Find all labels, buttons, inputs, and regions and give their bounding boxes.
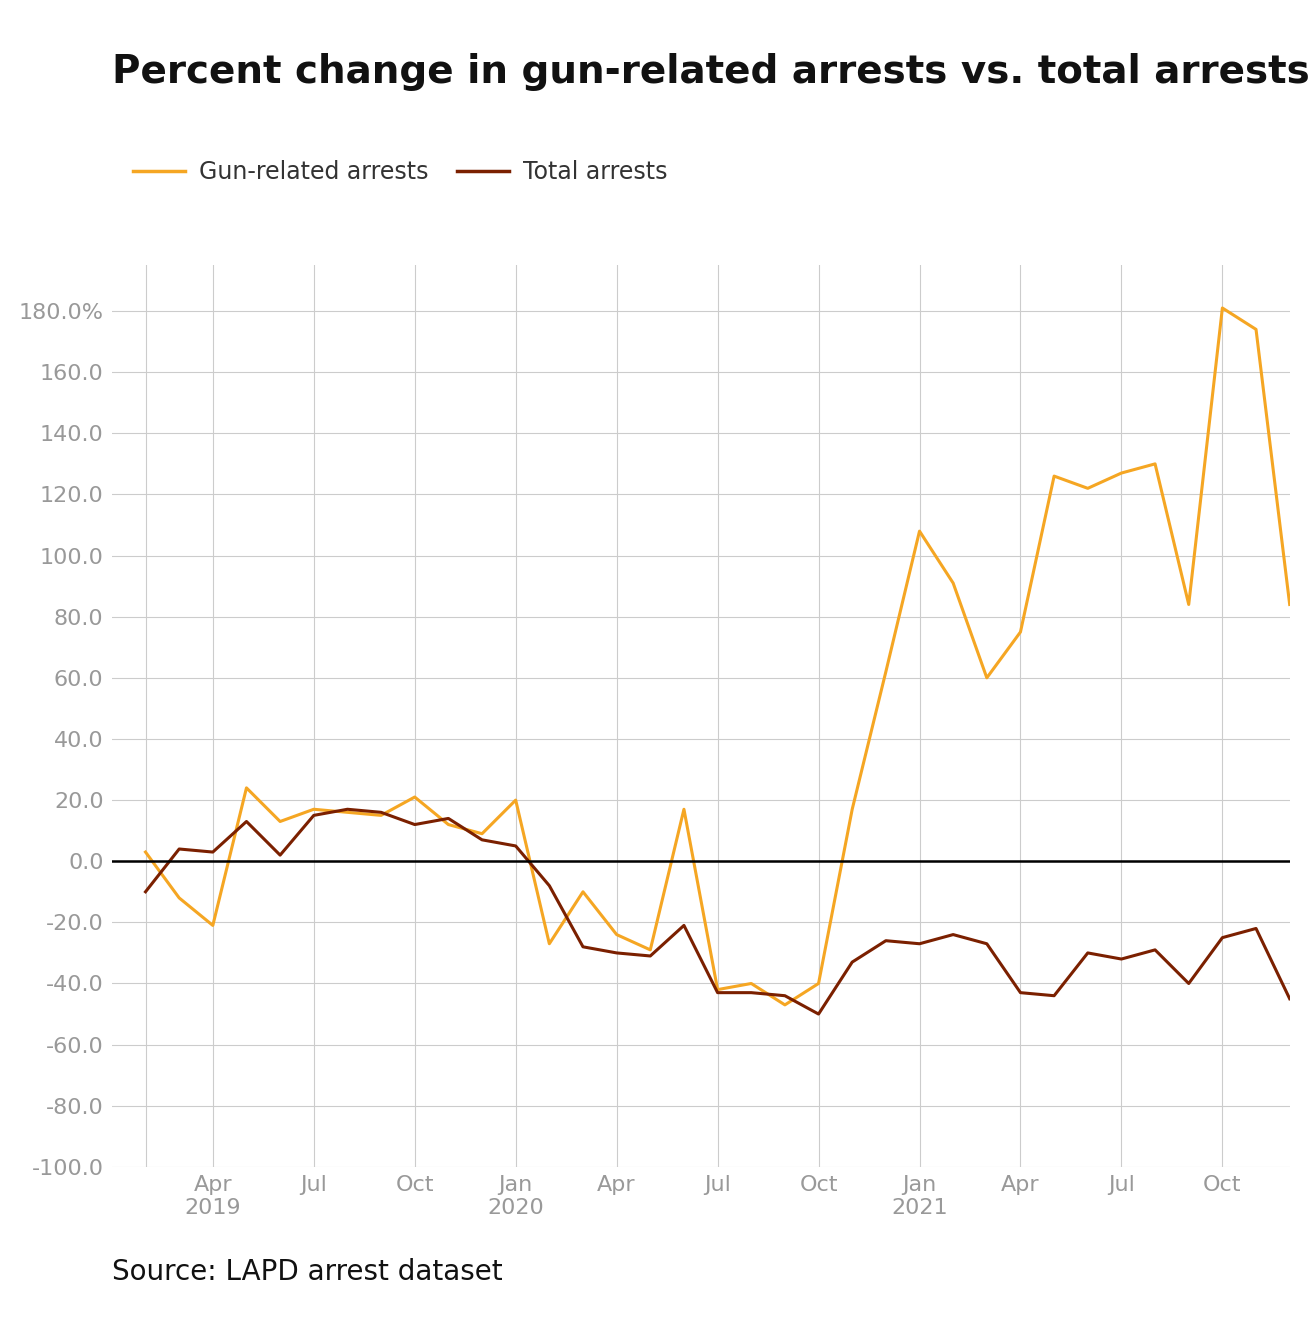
Legend: Gun-related arrests, Total arrests: Gun-related arrests, Total arrests (124, 151, 678, 194)
Text: Source: LAPD arrest dataset: Source: LAPD arrest dataset (112, 1258, 503, 1286)
Text: Percent change in gun-related arrests vs. total arrests: Percent change in gun-related arrests vs… (112, 53, 1309, 91)
